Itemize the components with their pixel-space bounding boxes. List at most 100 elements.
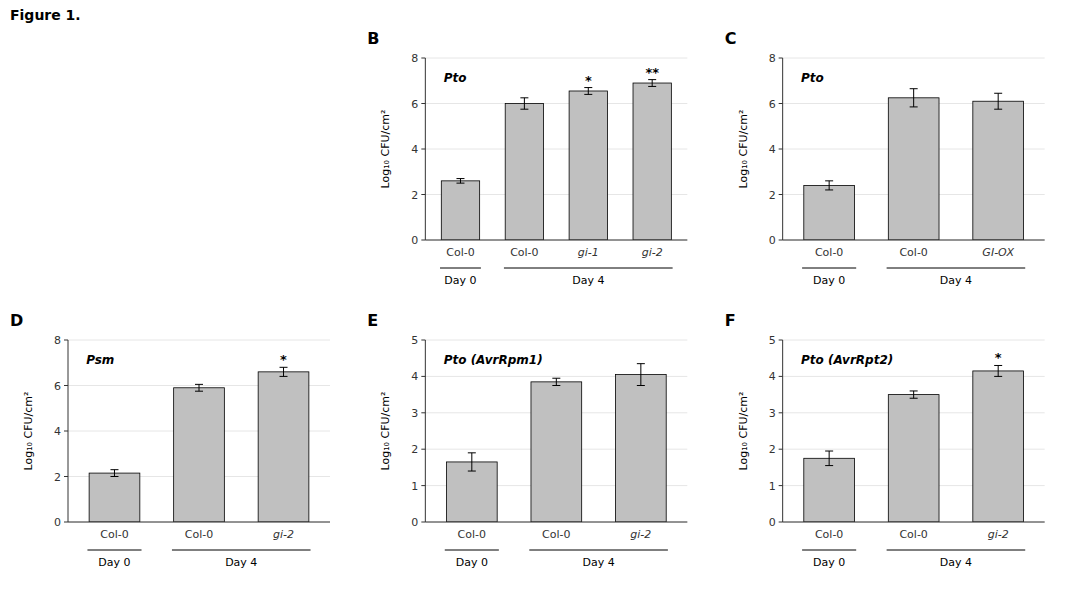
panel-label: D: [10, 311, 23, 330]
axis-label: Log₁₀ CFU/cm²: [379, 392, 392, 471]
error-cap: [456, 183, 464, 184]
error-cap: [520, 109, 528, 110]
error-cap: [994, 109, 1002, 110]
error-cap: [825, 180, 833, 181]
error-bar: [994, 93, 1002, 109]
category-label: Col-0: [510, 246, 538, 259]
axis-label: Log₁₀ CFU/cm²: [737, 110, 750, 189]
tick-label: 2: [769, 443, 776, 456]
bar: [804, 458, 855, 522]
marks: [446, 364, 666, 522]
y-axis: [782, 58, 783, 240]
error-bar: [468, 453, 476, 471]
group-line: [802, 268, 856, 269]
tick-label: 0: [54, 516, 61, 529]
bar: [804, 185, 855, 240]
axis-label: Log₁₀ CFU/cm²: [22, 392, 35, 471]
error-cap: [648, 86, 656, 87]
x-axis: [68, 522, 330, 523]
tick-mark: [779, 449, 783, 450]
error-stem: [998, 365, 999, 376]
tick-mark: [421, 58, 425, 59]
tick-label: 2: [769, 189, 776, 202]
error-bar: [280, 367, 288, 376]
bar: [174, 388, 225, 522]
tick-mark: [64, 431, 68, 432]
marks: [804, 89, 1024, 240]
significance-label: **: [645, 65, 659, 80]
y-axis: [425, 58, 426, 240]
figure: Figure 1.B02468Log₁₀ CFU/cm²***PtoCol-0C…: [0, 0, 1072, 606]
group-line: [887, 268, 1026, 269]
background: [0, 0, 1072, 606]
significance-label: *: [585, 73, 592, 88]
error-cap: [910, 88, 918, 89]
tick-label: 0: [411, 234, 418, 247]
error-stem: [283, 367, 284, 376]
error-cap: [994, 93, 1002, 94]
tick-label: 6: [769, 98, 776, 111]
tick-label: 3: [769, 407, 776, 420]
x-axis: [783, 240, 1045, 241]
bar: [973, 371, 1024, 522]
category-label: gi-2: [988, 528, 1009, 541]
tick-mark: [421, 376, 425, 377]
tick-label: 6: [411, 98, 418, 111]
significance-label: *: [995, 350, 1002, 365]
group-label: Day 4: [940, 274, 972, 287]
tick-mark: [779, 240, 783, 241]
panel: F012345Log₁₀ CFU/cm²*Pto (AvrRpt2)Col-0C…: [725, 311, 1045, 569]
group-line: [440, 268, 481, 269]
tick-mark: [779, 340, 783, 341]
tick-label: 4: [411, 143, 418, 156]
grid-line: [425, 240, 687, 241]
error-bar: [648, 80, 656, 87]
tick-mark: [421, 412, 425, 413]
tick-mark: [421, 103, 425, 104]
grid-line: [783, 58, 1045, 59]
y-axis: [68, 340, 69, 522]
tick-mark: [64, 522, 68, 523]
panel: C02468Log₁₀ CFU/cm²PtoCol-0Col-0GI-OXDay…: [725, 29, 1045, 287]
group-line: [445, 550, 499, 551]
error-cap: [468, 471, 476, 472]
error-bar: [910, 89, 918, 107]
group-line: [887, 550, 1026, 551]
category-label: Col-0: [815, 246, 843, 259]
category-label: gi-2: [630, 528, 651, 541]
category-label: GI-OX: [982, 246, 1014, 259]
group-label: Day 4: [572, 274, 604, 287]
marks: [804, 365, 1024, 522]
bar: [441, 181, 479, 240]
tick-mark: [779, 194, 783, 195]
marks: [89, 367, 309, 522]
error-stem: [998, 93, 999, 109]
error-bar: [637, 364, 645, 386]
tick-mark: [779, 149, 783, 150]
tick-label: 6: [54, 380, 61, 393]
panel-label: F: [725, 311, 736, 330]
error-stem: [524, 98, 525, 109]
error-cap: [110, 476, 118, 477]
tick-mark: [779, 58, 783, 59]
grid-line: [783, 522, 1045, 523]
tick-mark: [779, 103, 783, 104]
axis-label: Log₁₀ CFU/cm²: [737, 392, 750, 471]
grid-line: [425, 58, 687, 59]
marks: [441, 80, 671, 240]
y-axis: [425, 340, 426, 522]
tick-mark: [421, 522, 425, 523]
panel: E012345Log₁₀ CFU/cm²Pto (AvrRpm1)Col-0Co…: [367, 311, 687, 569]
tick-mark: [421, 149, 425, 150]
error-cap: [110, 469, 118, 470]
bar: [615, 375, 666, 522]
error-stem: [471, 453, 472, 471]
error-stem: [829, 451, 830, 466]
error-cap: [456, 178, 464, 179]
bar: [888, 395, 939, 522]
tick-mark: [64, 340, 68, 341]
error-cap: [825, 451, 833, 452]
error-bar: [520, 98, 528, 109]
bar: [569, 91, 607, 240]
figure-title: Figure 1.: [10, 7, 81, 23]
